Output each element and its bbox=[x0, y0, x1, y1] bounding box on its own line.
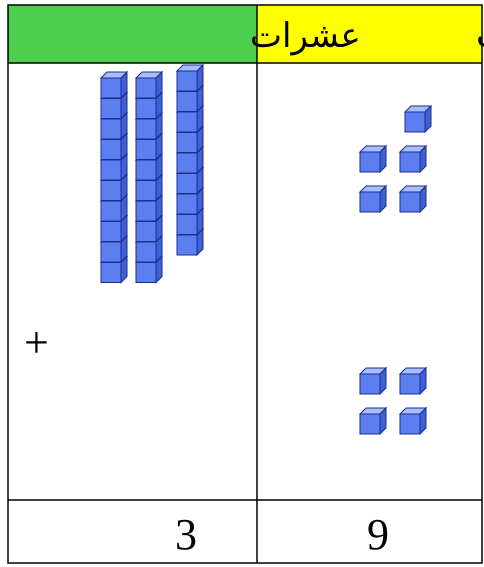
rod-cube bbox=[135, 71, 163, 99]
plus-sign: + bbox=[24, 318, 49, 367]
unit-cube bbox=[399, 145, 427, 173]
unit-cube bbox=[359, 407, 387, 435]
ones-header: وحدات bbox=[476, 16, 484, 56]
table-lines bbox=[7, 4, 483, 564]
unit-cube bbox=[404, 105, 432, 133]
tens-total: 3 bbox=[175, 510, 197, 559]
ones-header-bg bbox=[257, 5, 482, 63]
tens-header-bg bbox=[8, 5, 257, 63]
unit-cube bbox=[399, 185, 427, 213]
unit-cube bbox=[359, 185, 387, 213]
unit-cube bbox=[359, 367, 387, 395]
unit-cube bbox=[399, 367, 427, 395]
rod-cube bbox=[100, 71, 128, 99]
blocks bbox=[100, 64, 432, 435]
rod-cube bbox=[176, 64, 204, 92]
ones-total: 9 bbox=[367, 510, 389, 559]
unit-cube bbox=[399, 407, 427, 435]
unit-cube bbox=[359, 145, 387, 173]
tens-header: عشرات bbox=[250, 16, 361, 56]
